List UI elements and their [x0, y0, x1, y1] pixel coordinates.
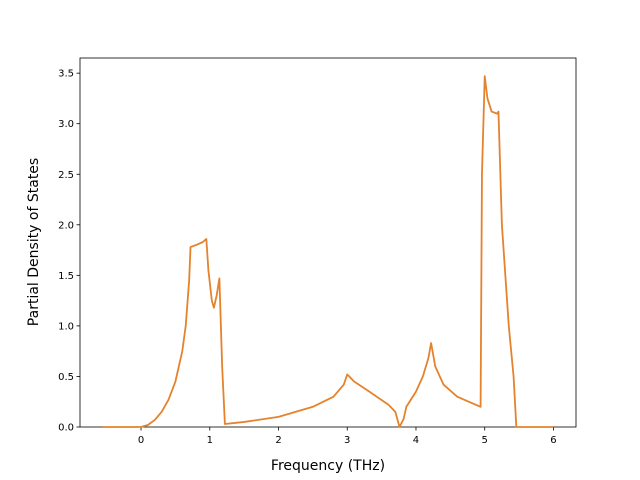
y-tick-label: 3.0	[58, 119, 74, 130]
y-tick-label: 2.5	[58, 170, 74, 181]
x-tick-label: 5	[482, 435, 488, 446]
axes-frame	[79, 57, 577, 428]
x-tick-label: 4	[413, 435, 419, 446]
y-tick-label: 3.5	[58, 69, 74, 80]
y-tick-label: 1.5	[58, 271, 74, 282]
y-tick-label: 2.0	[58, 220, 74, 231]
x-tick-label: 2	[275, 435, 281, 446]
x-tick-label: 1	[207, 435, 213, 446]
y-tick-label: 1.0	[58, 321, 74, 332]
x-tick-label: 6	[550, 435, 556, 446]
y-axis-label: Partial Density of States	[26, 158, 42, 326]
x-axis-label: Frequency (THz)	[271, 458, 385, 474]
data-line	[102, 75, 554, 428]
x-tick-label: 3	[344, 435, 350, 446]
y-tick-label: 0.5	[58, 372, 74, 383]
y-tick-label: 0.0	[58, 423, 74, 434]
x-tick-label: 0	[138, 435, 144, 446]
